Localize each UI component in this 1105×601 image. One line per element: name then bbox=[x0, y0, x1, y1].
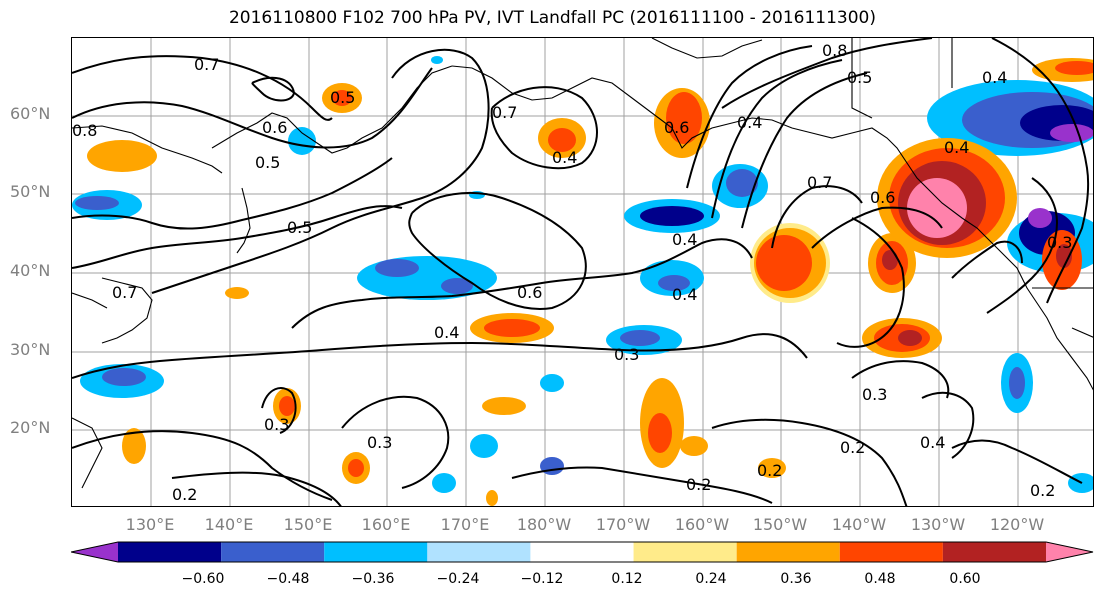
contour-label: 0.2 bbox=[1030, 481, 1055, 500]
contour-label: 0.4 bbox=[672, 285, 697, 304]
colorbar-segment bbox=[427, 542, 531, 562]
contour-label: 0.6 bbox=[664, 118, 689, 137]
colorbar-segment bbox=[118, 542, 222, 562]
contour-label: 0.5 bbox=[847, 68, 872, 87]
negative-pv-shading bbox=[72, 56, 1093, 493]
colorbar bbox=[70, 541, 1095, 569]
colorbar-tick: 0.24 bbox=[695, 571, 727, 587]
lat-label-60n: 60°N bbox=[10, 104, 51, 123]
colorbar-tick: −0.36 bbox=[351, 571, 395, 587]
colorbar-segment bbox=[633, 542, 737, 562]
lon-label-130w: 130°W bbox=[910, 515, 966, 534]
lat-label-40n: 40°N bbox=[10, 261, 51, 280]
contour-label: 0.5 bbox=[330, 88, 355, 107]
contour-label: 0.5 bbox=[255, 153, 280, 172]
coastlines bbox=[72, 38, 1093, 489]
lon-label-160w: 160°W bbox=[674, 515, 730, 534]
lon-label-150w: 150°W bbox=[752, 515, 808, 534]
contour-label: 0.3 bbox=[614, 345, 639, 364]
contour-label: 0.7 bbox=[112, 283, 137, 302]
colorbar-segment bbox=[221, 542, 325, 562]
colorbar-tick: 0.60 bbox=[949, 571, 981, 587]
colorbar-svg bbox=[70, 541, 1094, 563]
colorbar-segment bbox=[530, 542, 634, 562]
lat-label-50n: 50°N bbox=[10, 182, 51, 201]
colorbar-tick: 0.48 bbox=[864, 571, 896, 587]
contour-label: 0.4 bbox=[672, 230, 697, 249]
colorbar-segment bbox=[324, 542, 428, 562]
contour-label: 0.4 bbox=[434, 323, 459, 342]
contour-label: 0.3 bbox=[1047, 233, 1072, 252]
contour-label: 0.8 bbox=[72, 121, 97, 140]
contour-label: 0.6 bbox=[870, 188, 895, 207]
lon-label-130e: 130°E bbox=[125, 515, 175, 534]
positive-pv-shading bbox=[87, 58, 1093, 506]
contour-label: 0.3 bbox=[264, 415, 289, 434]
contour-label: 0.7 bbox=[807, 173, 832, 192]
colorbar-segment bbox=[839, 542, 943, 562]
lon-label-180w: 180°W bbox=[516, 515, 572, 534]
lat-label-30n: 30°N bbox=[10, 340, 51, 359]
colorbar-outline bbox=[70, 541, 1094, 563]
contour-label: 0.2 bbox=[757, 461, 782, 480]
colorbar-tick: −0.12 bbox=[520, 571, 564, 587]
colorbar-segment bbox=[736, 542, 840, 562]
contour-label: 0.4 bbox=[982, 68, 1007, 87]
lat-label-20n: 20°N bbox=[10, 418, 51, 437]
lon-label-160e: 160°E bbox=[361, 515, 411, 534]
contour-label: 0.4 bbox=[552, 148, 577, 167]
lon-label-170e: 170°E bbox=[440, 515, 490, 534]
lon-label-170w: 170°W bbox=[595, 515, 651, 534]
contour-label: 0.3 bbox=[367, 433, 392, 452]
contour-label: 0.3 bbox=[862, 385, 887, 404]
contour-label: 0.7 bbox=[492, 103, 517, 122]
contour-label: 0.2 bbox=[686, 475, 711, 494]
pv-contours bbox=[72, 38, 1090, 506]
lon-label-120w: 120°W bbox=[989, 515, 1045, 534]
contour-label: 0.4 bbox=[737, 113, 762, 132]
lon-label-150e: 150°E bbox=[283, 515, 333, 534]
contour-label: 0.7 bbox=[194, 55, 219, 74]
contour-label: 0.6 bbox=[262, 118, 287, 137]
contour-label: 0.2 bbox=[172, 485, 197, 504]
colorbar-tick: −0.24 bbox=[436, 571, 480, 587]
colorbar-segment bbox=[1046, 542, 1093, 562]
map-panel: 0.7 0.5 0.6 0.7 0.4 0.8 0.5 0.5 0.6 0.4 … bbox=[71, 37, 1094, 507]
contour-label-group: 0.7 0.5 0.6 0.7 0.4 0.8 0.5 0.5 0.6 0.4 … bbox=[72, 41, 1072, 504]
map-title: 2016110800 F102 700 hPa PV, IVT Landfall… bbox=[228, 8, 876, 28]
colorbar-segment bbox=[942, 542, 1046, 562]
colorbar-tick: 0.12 bbox=[611, 571, 643, 587]
colorbar-segment bbox=[71, 542, 118, 562]
map-svg: 0.7 0.5 0.6 0.7 0.4 0.8 0.5 0.5 0.6 0.4 … bbox=[72, 38, 1093, 506]
contour-label: 0.5 bbox=[287, 218, 312, 237]
lon-label-140w: 140°W bbox=[831, 515, 887, 534]
contour-label: 0.2 bbox=[840, 438, 865, 457]
lon-label-140e: 140°E bbox=[204, 515, 254, 534]
contour-label: 0.8 bbox=[822, 41, 847, 60]
contour-label: 0.6 bbox=[517, 283, 542, 302]
colorbar-tick: −0.60 bbox=[181, 571, 225, 587]
colorbar-tick: 0.36 bbox=[780, 571, 812, 587]
colorbar-tick: −0.48 bbox=[266, 571, 310, 587]
contour-label: 0.4 bbox=[944, 138, 969, 157]
contour-label: 0.4 bbox=[920, 433, 945, 452]
